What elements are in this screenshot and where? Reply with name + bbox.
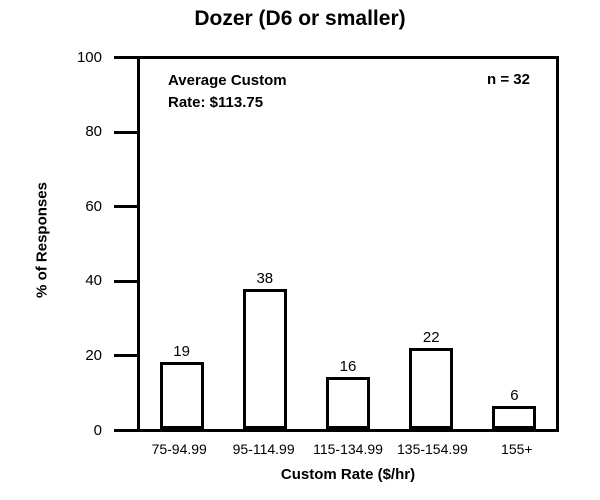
- x-tick-label: 95-114.99: [232, 441, 295, 457]
- sample-size-annotation: n = 32: [487, 71, 530, 88]
- x-axis-title: Custom Rate ($/hr): [280, 466, 416, 483]
- y-tick-label: 100: [76, 48, 102, 66]
- average-annotation-line2: Rate: $113.75: [168, 94, 264, 111]
- y-tick: [114, 130, 137, 134]
- x-tick-label: 75-94.99: [151, 441, 207, 457]
- y-tick-label: 80: [85, 123, 102, 141]
- bar: [492, 405, 537, 429]
- bar-value-label: 22: [422, 328, 440, 346]
- y-tick: [114, 205, 137, 209]
- chart-title: Dozer (D6 or smaller): [194, 7, 406, 30]
- average-annotation-line1: Average Custom: [168, 72, 287, 89]
- bar-value-label: 6: [510, 386, 519, 404]
- bar: [326, 377, 370, 429]
- x-tick-label: 115-134.99: [313, 441, 383, 457]
- bar-slot: 19: [140, 59, 223, 429]
- y-tick-label: 0: [93, 421, 102, 439]
- bar: [242, 289, 287, 429]
- bar: [409, 347, 454, 429]
- y-axis-title: % of Responses: [33, 182, 51, 298]
- bar-slot: 16: [306, 59, 389, 429]
- x-tick-label: 155+: [501, 441, 533, 457]
- y-tick-label: 60: [85, 197, 102, 215]
- bar-slot: 38: [223, 59, 306, 429]
- bar-slot: 22: [390, 59, 473, 429]
- y-tick-label: 20: [85, 346, 102, 364]
- bar: [159, 362, 204, 429]
- bar-value-label: 16: [339, 358, 357, 376]
- x-tick-label: 135-154.99: [397, 441, 468, 457]
- y-tick: [114, 429, 137, 432]
- x-axis: 75-94.99 95-114.99 115-134.99 135-154.99 155…: [137, 441, 559, 457]
- bar-value-label: 38: [256, 270, 274, 288]
- y-tick: [114, 56, 137, 59]
- bar-slot: 6: [473, 59, 556, 429]
- bar-value-label: 19: [173, 343, 190, 361]
- average-custom-rate-annotation: Average Custom Rate: $113.75: [168, 70, 287, 114]
- bars-container: 19 38 16 22 6: [140, 59, 556, 429]
- plot-area: Average Custom Rate: $113.75 n = 32 19 38…: [137, 56, 559, 432]
- y-tick-label: 40: [85, 272, 102, 290]
- y-tick: [114, 354, 137, 358]
- y-tick: [114, 279, 137, 283]
